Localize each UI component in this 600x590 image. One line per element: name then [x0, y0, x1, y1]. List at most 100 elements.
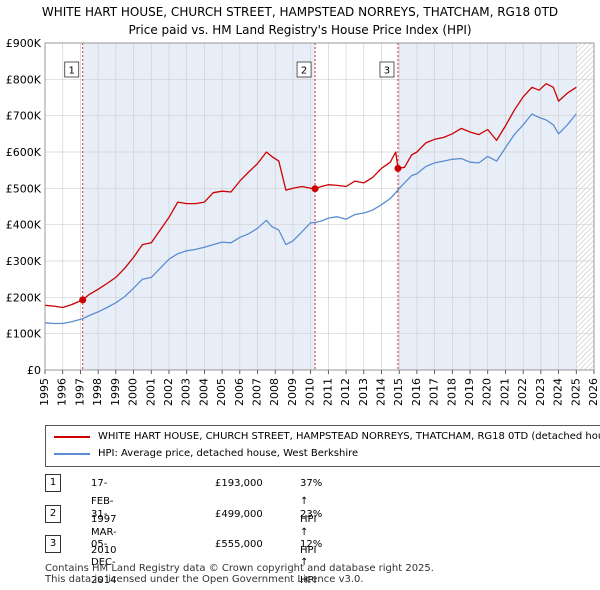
x-tick-label: 2025 [569, 378, 582, 406]
future-hatch-line [576, 180, 595, 199]
future-hatch-line [576, 135, 595, 154]
x-tick-label: 1999 [109, 378, 122, 406]
future-hatch-line [579, 355, 595, 371]
x-tick-label: 2022 [516, 378, 529, 406]
sale-label: 2 [301, 66, 307, 77]
future-hatch-line [576, 295, 595, 314]
x-tick-label: 2012 [339, 378, 352, 406]
legend-swatch-property [54, 436, 90, 438]
x-tick-label: 2003 [180, 378, 193, 406]
x-tick-label: 1997 [73, 378, 86, 406]
future-hatch-line [576, 290, 595, 309]
future-hatch-line [576, 42, 582, 49]
future-hatch-line [584, 360, 595, 371]
x-tick-label: 2004 [197, 378, 210, 406]
future-hatch-line [589, 365, 595, 371]
x-tick-label: 2010 [304, 378, 317, 406]
transaction-hpi: 12% ↑ HPI [300, 539, 323, 586]
future-hatch-line [576, 90, 595, 109]
sale-point [79, 296, 87, 304]
future-hatch-line [576, 225, 595, 244]
transaction-number: 3 [45, 535, 61, 553]
sale-label-box [379, 61, 395, 78]
future-hatch-line [576, 230, 595, 249]
sale-point [394, 164, 402, 172]
future-hatch-line [576, 50, 595, 69]
legend-swatch-hpi [54, 453, 90, 455]
future-hatch-line [576, 220, 595, 239]
future-hatch-line [576, 325, 595, 344]
x-tick-label: 2020 [481, 378, 494, 406]
x-tick-label: 1998 [91, 378, 104, 406]
x-tick-label: 2014 [374, 378, 387, 406]
sale-point [311, 185, 319, 193]
future-hatch-line [576, 42, 587, 54]
transaction-number: 2 [45, 505, 61, 523]
y-tick-label: £200K [6, 291, 42, 304]
future-hatch-line [576, 280, 595, 299]
future-hatch-line [576, 270, 595, 289]
future-hatch-line [576, 345, 595, 364]
future-hatch-line [576, 42, 592, 59]
x-tick-label: 2017 [428, 378, 441, 406]
transaction-date: 31-MAR-2010 [91, 509, 117, 556]
transaction-hpi: 23% ↑ HPI [300, 509, 323, 556]
y-tick-label: £300K [6, 255, 42, 268]
future-hatch-line [576, 85, 595, 104]
transaction-number: 1 [45, 474, 61, 492]
future-hatch-line [576, 65, 595, 84]
legend: WHITE HART HOUSE, CHURCH STREET, HAMPSTE… [45, 425, 600, 467]
x-tick-label: 2008 [268, 378, 281, 406]
future-hatch-line [576, 140, 595, 159]
x-tick-label: 2006 [233, 378, 246, 406]
x-tick-label: 2015 [392, 378, 405, 406]
future-hatch-line [576, 335, 595, 354]
future-hatch-line [576, 190, 595, 209]
future-hatch-line [576, 160, 595, 179]
future-hatch-line [576, 320, 595, 339]
future-hatch-line [576, 235, 595, 254]
x-tick-label: 2007 [251, 378, 264, 406]
future-hatch-line [576, 200, 595, 219]
future-hatch-line [576, 175, 595, 194]
future-hatch-line [576, 95, 595, 114]
transaction-date: 05-DEC-2014 [91, 539, 117, 586]
footer-copyright: Contains HM Land Registry data © Crown c… [45, 563, 434, 574]
future-hatch-line [576, 80, 595, 99]
ownership-band [82, 43, 316, 370]
sale-label-box [64, 61, 80, 78]
future-hatch-line [576, 240, 595, 259]
transaction-price: £555,000 [215, 539, 263, 550]
future-hatch-line [576, 205, 595, 224]
future-hatch-line [576, 120, 595, 139]
transaction-hpi: 37% ↑ HPI [300, 478, 323, 525]
footer-licence: This data is licensed under the Open Gov… [45, 574, 364, 585]
x-tick-label: 1996 [56, 378, 69, 406]
future-hatch-line [576, 305, 595, 324]
future-hatch-line [576, 210, 595, 229]
x-tick-label: 2001 [144, 378, 157, 406]
sale-label-box [296, 61, 312, 78]
x-tick-label: 2018 [445, 378, 458, 406]
transaction-price: £193,000 [215, 478, 263, 489]
y-tick-label: £700K [6, 110, 42, 123]
transaction-price: £499,000 [215, 509, 263, 520]
x-tick-label: 2013 [357, 378, 370, 406]
x-tick-label: 2005 [215, 378, 228, 406]
hpi-line [44, 113, 577, 325]
future-hatch-line [576, 130, 595, 149]
future-hatch-line [576, 330, 595, 349]
x-tick-label: 2024 [552, 378, 565, 406]
ownership-band [397, 43, 577, 370]
future-hatch-line [576, 195, 595, 214]
sale-label: 1 [69, 66, 75, 77]
future-hatch-line [576, 150, 595, 169]
future-hatch-line [576, 45, 595, 64]
future-hatch-line [576, 265, 595, 284]
sale-label: 3 [384, 66, 390, 77]
future-hatch-line [576, 75, 595, 94]
future-hatch-line [576, 165, 595, 184]
x-tick-label: 2016 [410, 378, 423, 406]
future-hatch-line [576, 315, 595, 334]
x-tick-label: 2026 [587, 378, 600, 406]
